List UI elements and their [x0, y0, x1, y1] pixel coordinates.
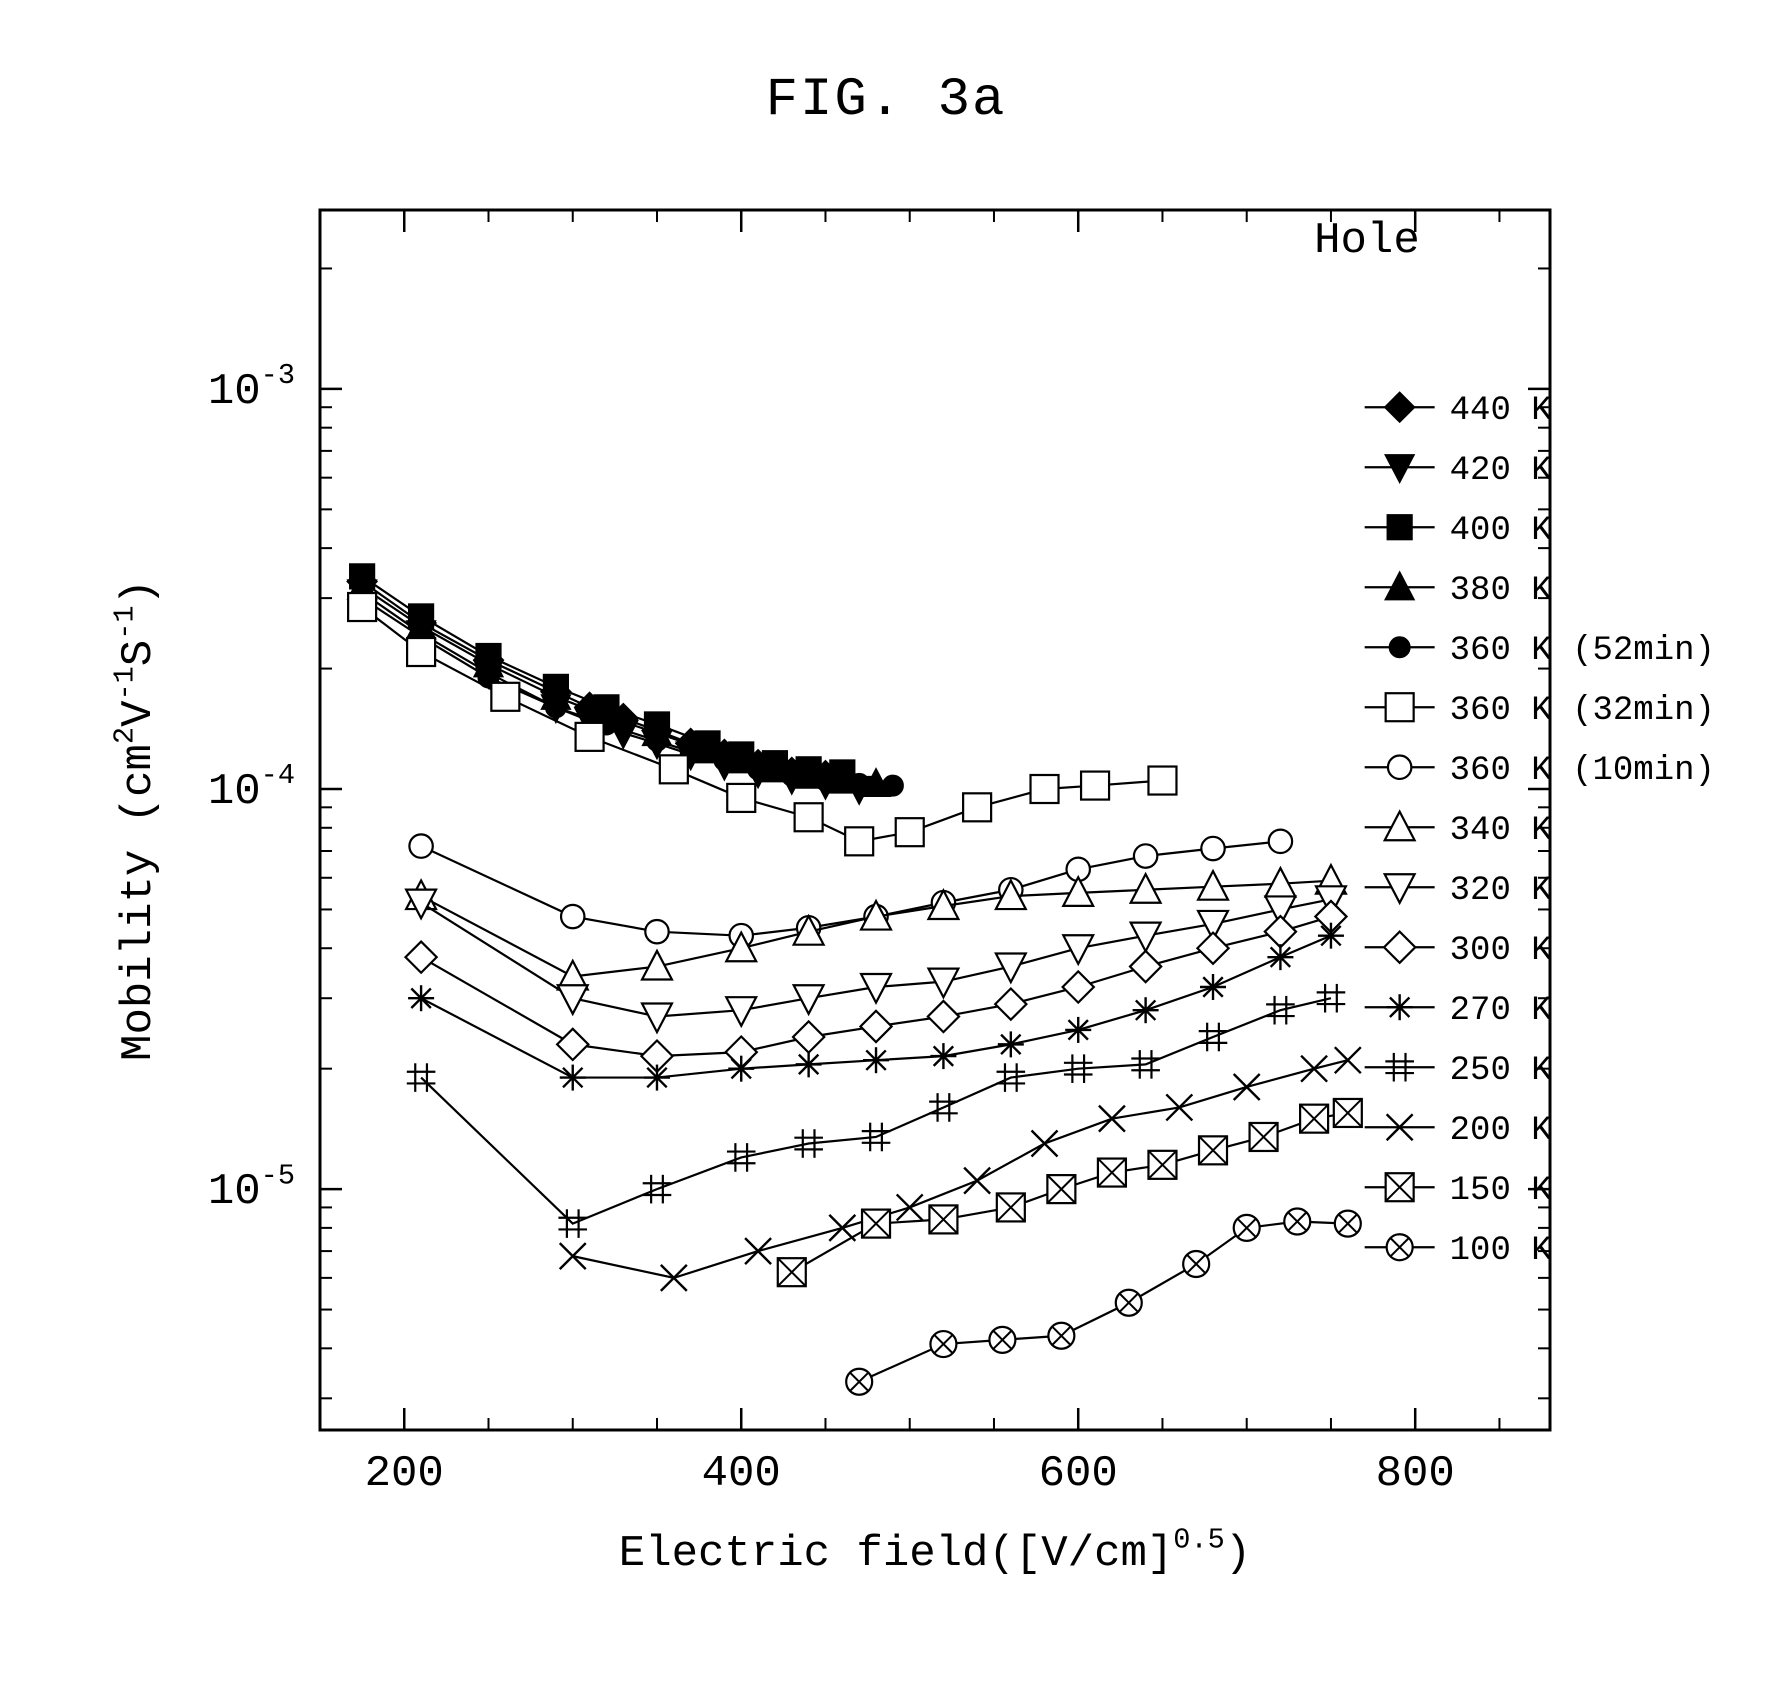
svg-text:360 K (10min): 360 K (10min) [1450, 752, 1715, 790]
legend [1365, 393, 1435, 1260]
legend-item [1365, 994, 1435, 1020]
svg-text:360 K (52min): 360 K (52min) [1450, 632, 1715, 670]
mobility-chart: 200 400 600 800 10-5 10-4 10-3 Electric field([… [0, 0, 1772, 1701]
svg-text:380 K: 380 K [1450, 572, 1553, 610]
legend-item [1365, 1234, 1435, 1260]
series-s150 [778, 1099, 1362, 1286]
legend-item [1365, 1114, 1435, 1140]
svg-text:Hole: Hole [1314, 216, 1420, 266]
legend-item [1365, 455, 1435, 481]
svg-text:200: 200 [365, 1449, 444, 1499]
legend-item [1365, 874, 1435, 903]
legend-item [1365, 756, 1435, 779]
legend-item [1365, 573, 1435, 599]
series-s100 [846, 1208, 1361, 1394]
svg-text:400 K: 400 K [1450, 512, 1553, 550]
svg-text:400: 400 [702, 1449, 781, 1499]
figure-title: FIG. 3a [0, 70, 1772, 131]
svg-text:10-5: 10-5 [208, 1159, 295, 1217]
legend-item [1365, 1053, 1435, 1082]
legend-item [1365, 812, 1435, 841]
legend-item [1365, 1173, 1435, 1201]
series-s200 [560, 1047, 1361, 1291]
legend-item [1365, 637, 1435, 657]
svg-text:340 K: 340 K [1450, 812, 1553, 850]
svg-text:200 K: 200 K [1450, 1112, 1553, 1150]
svg-text:10-3: 10-3 [208, 359, 295, 417]
svg-text:420 K: 420 K [1450, 452, 1553, 490]
legend-item [1365, 515, 1435, 539]
legend-item [1365, 932, 1435, 963]
series-s340 [406, 865, 1346, 989]
svg-text:320 K: 320 K [1450, 872, 1553, 910]
legend-item [1365, 393, 1435, 422]
svg-text:440 K: 440 K [1450, 392, 1553, 430]
svg-text:250 K: 250 K [1450, 1052, 1553, 1090]
svg-text:600: 600 [1039, 1449, 1118, 1499]
svg-text:Mobility (cm2V-1S-1): Mobility (cm2V-1S-1) [108, 579, 164, 1061]
svg-text:360 K (32min): 360 K (32min) [1450, 692, 1715, 730]
svg-text:270 K: 270 K [1450, 992, 1553, 1030]
figure-container: FIG. 3a 200 400 600 800 10-5 10-4 10-3 Electric… [0, 0, 1772, 1701]
svg-text:10-4: 10-4 [208, 759, 295, 817]
svg-text:300 K: 300 K [1450, 932, 1553, 970]
svg-text:100 K: 100 K [1450, 1232, 1553, 1270]
series-s360_32 [348, 593, 1176, 855]
svg-text:150 K: 150 K [1450, 1172, 1553, 1210]
legend-item [1365, 693, 1435, 721]
svg-text:Electric field([V/cm]0.5): Electric field([V/cm]0.5) [619, 1523, 1251, 1579]
svg-text:800: 800 [1376, 1449, 1455, 1499]
